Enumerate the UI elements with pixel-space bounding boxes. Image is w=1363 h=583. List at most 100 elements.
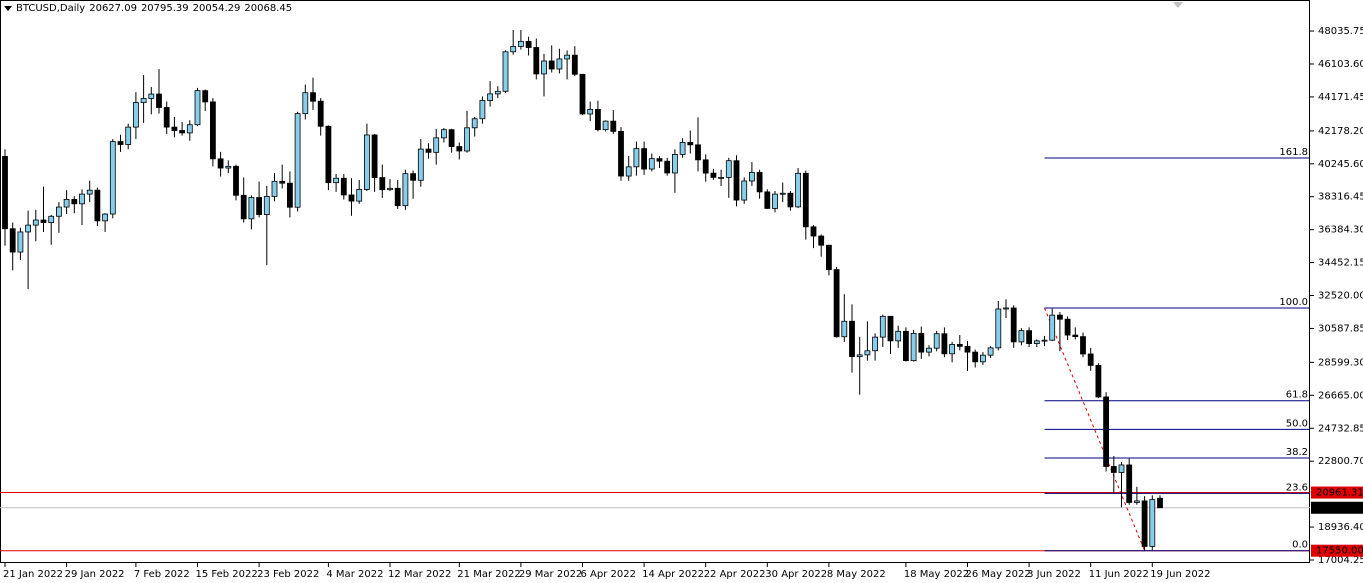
candle-body [194, 90, 201, 126]
candle-body [910, 332, 917, 362]
candle-body [294, 113, 301, 208]
candle-body [1110, 466, 1117, 473]
x-tick-label: 8 May 2022 [827, 569, 886, 580]
candle-body [71, 198, 78, 205]
candle-body [818, 235, 825, 246]
candle-body [1026, 330, 1032, 344]
candle-body [564, 54, 570, 60]
hline-price-tag: 17550.00 [1316, 546, 1363, 557]
candle-body [348, 194, 355, 202]
candle-body [56, 206, 62, 217]
candle-body [171, 126, 178, 131]
candle-body [125, 126, 132, 145]
candle-body [102, 213, 108, 222]
candle-body [1033, 340, 1040, 344]
x-tick-label: 11 Jun 2022 [1089, 569, 1149, 580]
y-tick-label: 34452.15 [1318, 258, 1363, 269]
candle-body [17, 231, 24, 253]
candle-body [202, 90, 209, 103]
candle-body [672, 153, 678, 174]
bid-price-tag: 20068.45 [1316, 503, 1363, 514]
x-tick-label: 6 Apr 2022 [581, 569, 636, 580]
x-tick-label: 21 Mar 2022 [457, 569, 520, 580]
candle-body [610, 120, 617, 132]
candle-body [1003, 307, 1009, 310]
candle-body [864, 350, 871, 356]
candle-body [571, 54, 578, 75]
candle-body [710, 172, 717, 178]
x-tick-label: 19 Jun 2022 [1150, 569, 1210, 580]
symbol-icon [4, 6, 12, 11]
fib-label: 100.0 [1279, 297, 1308, 308]
header: BTCUSD,Daily 20627.09 20795.39 20054.29 … [16, 3, 292, 14]
y-tick-label: 32520.00 [1318, 291, 1363, 302]
candle-body [764, 191, 771, 209]
fib-label: 50.0 [1286, 418, 1308, 429]
candle-body [263, 196, 270, 215]
candle-body [648, 158, 655, 170]
candle-body [271, 180, 278, 197]
candle-body [872, 336, 878, 352]
x-tick-label: 23 Feb 2022 [257, 569, 319, 580]
candle-body [379, 177, 386, 191]
x-tick-label: 4 Mar 2022 [326, 569, 383, 580]
candle-body [156, 93, 162, 108]
candle-body [656, 158, 663, 162]
fib-trendline [1044, 307, 1146, 551]
x-tick-label: 29 Mar 2022 [519, 569, 582, 580]
last-open: 20627.09 [89, 3, 137, 14]
candle-body [448, 129, 455, 147]
candle-body [163, 107, 170, 128]
y-tick-label: 40245.60 [1318, 159, 1363, 170]
candle-body [987, 347, 994, 356]
candle-body [148, 93, 155, 99]
candle-body [1087, 353, 1094, 366]
candle-body [749, 172, 755, 182]
candle-body [879, 315, 886, 338]
candle-body [456, 146, 463, 152]
candle-body [633, 148, 640, 168]
candle-body [787, 192, 794, 208]
y-tick-label: 38316.45 [1318, 192, 1363, 203]
candle-body [325, 125, 332, 184]
candle-body [595, 108, 601, 131]
candle-body [741, 180, 748, 201]
candle-body [40, 219, 47, 223]
candle-body [502, 51, 509, 92]
candle-body [132, 102, 139, 128]
candle-body [471, 118, 478, 129]
candle-body [587, 108, 594, 115]
y-tick-label: 44171.45 [1318, 92, 1363, 103]
candle-body [995, 308, 1002, 349]
candle-body [841, 320, 848, 338]
candle-body [510, 46, 517, 53]
candle-body [1095, 365, 1102, 398]
candle-body [487, 93, 494, 101]
candle-body [556, 58, 563, 70]
fib-label: 23.6 [1286, 482, 1308, 493]
candle-body [1103, 396, 1109, 467]
candle-body [1134, 500, 1140, 503]
candle-body [86, 189, 93, 195]
candle-body [1041, 339, 1048, 342]
candle-body [25, 224, 32, 233]
candle-body [479, 100, 486, 120]
candle-body [718, 176, 724, 179]
candle-body [1072, 334, 1079, 338]
candle-body [302, 92, 309, 115]
candle-body [779, 192, 786, 195]
candle-body [1126, 464, 1133, 503]
y-tick-label: 18936.40 [1318, 522, 1363, 533]
y-tick-label: 48035.75 [1318, 26, 1363, 37]
candle-body [795, 172, 801, 208]
candle-body [1149, 499, 1156, 547]
x-tick-label: 7 Feb 2022 [134, 569, 190, 580]
candle-body [941, 333, 948, 355]
x-tick-label: 15 Feb 2022 [196, 569, 258, 580]
candle-body [602, 120, 609, 131]
candle-body [317, 100, 324, 127]
x-tick-label: 14 Apr 2022 [642, 569, 704, 580]
candle-body [579, 73, 586, 115]
y-tick-label: 42178.20 [1318, 126, 1363, 137]
